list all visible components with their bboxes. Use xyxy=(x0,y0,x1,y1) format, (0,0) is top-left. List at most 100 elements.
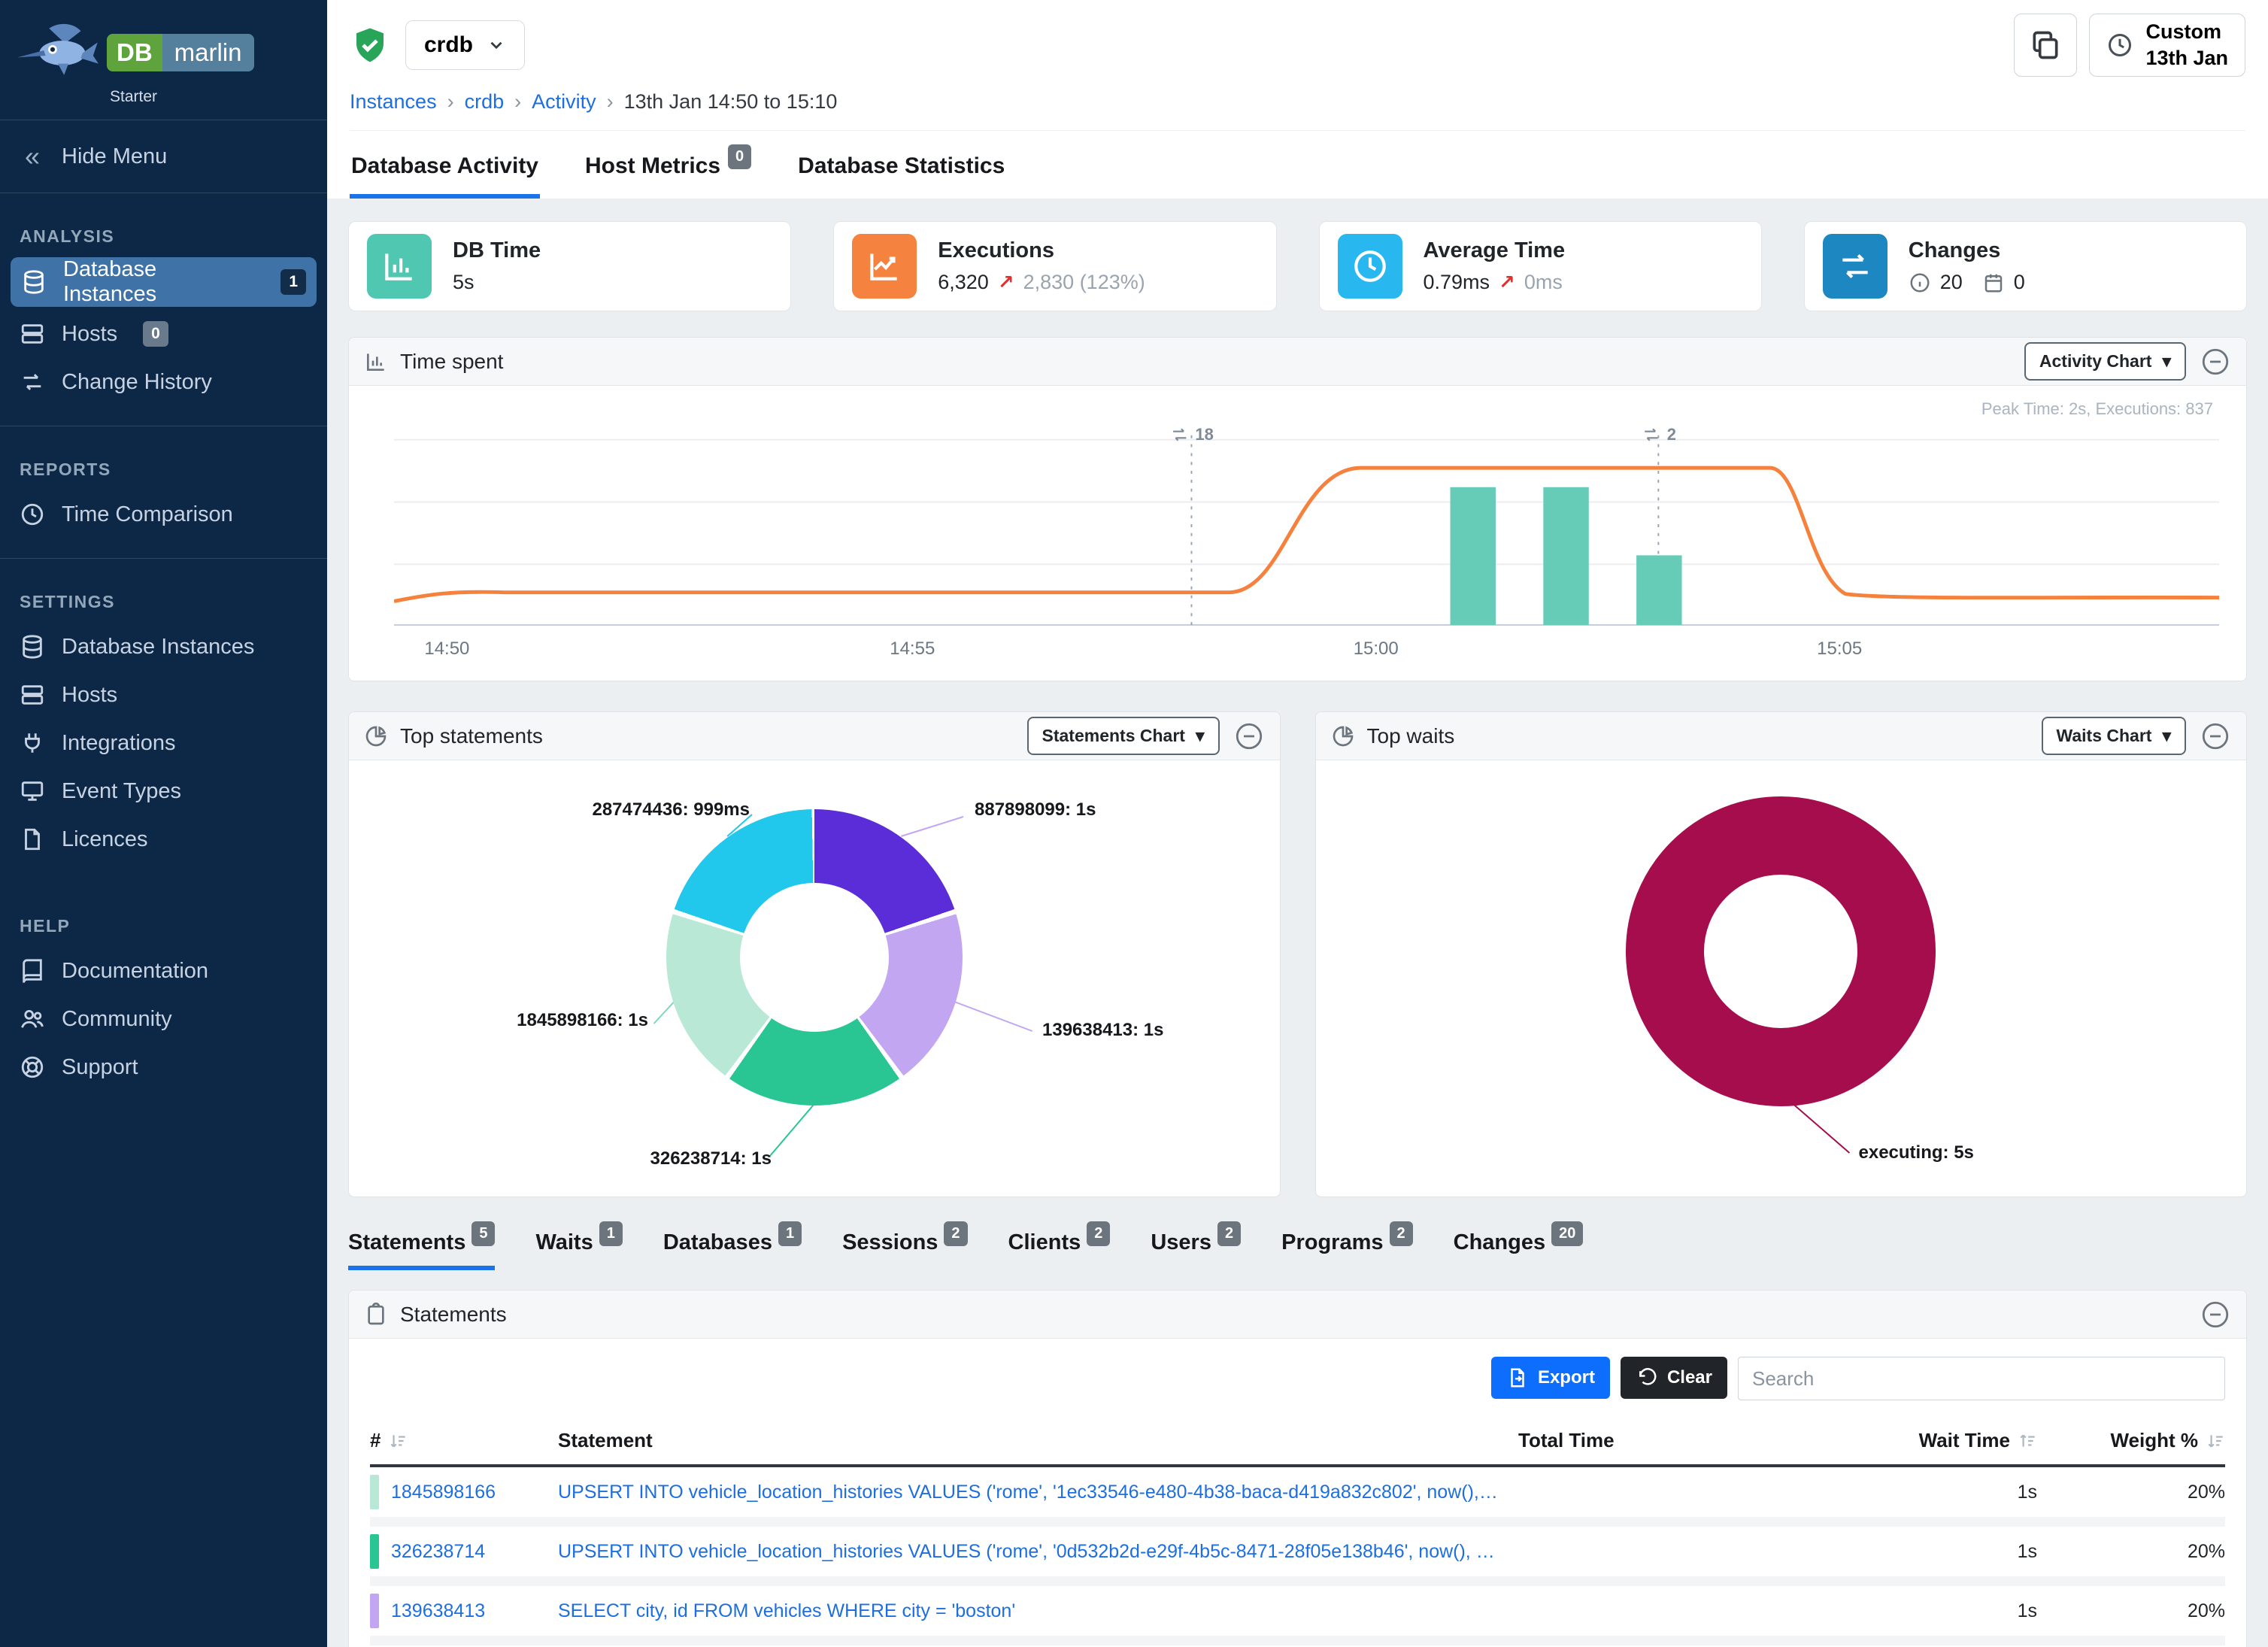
change-annotation[interactable]: 2 xyxy=(1642,425,1676,444)
undo-icon xyxy=(1639,1368,1657,1385)
detail-tab-programs[interactable]: Programs 2 xyxy=(1281,1221,1413,1270)
trend-up-icon: ↗ xyxy=(997,271,1014,294)
statement-text-link[interactable]: SELECT city, id FROM vehicles WHERE city… xyxy=(558,1600,1016,1621)
statements-table: # Statement Total Time Wait Time xyxy=(370,1421,2225,1647)
statement-text-link[interactable]: UPSERT INTO vehicle_location_histories V… xyxy=(558,1540,1518,1562)
collapse-panel-button[interactable] xyxy=(2200,346,2231,378)
sort-asc-icon xyxy=(2020,1434,2035,1447)
executions-bar xyxy=(1543,487,1589,626)
collapse-panel-button[interactable] xyxy=(2200,1299,2231,1330)
waits-donut[interactable] xyxy=(1626,796,1936,1107)
sidebar-item-settings-hosts[interactable]: Hosts xyxy=(0,671,327,719)
weight-value: 20% xyxy=(2187,1600,2225,1621)
tab-database-activity[interactable]: Database Activity xyxy=(350,146,540,199)
sidebar-item-hosts[interactable]: Hosts 0 xyxy=(0,310,327,358)
time-spent-chart[interactable]: Peak Time: 2s, Executions: 837 xyxy=(349,386,2246,681)
tab-badge: 2 xyxy=(1389,1221,1413,1247)
statement-id-link[interactable]: 1845898166 xyxy=(391,1481,496,1503)
caret-down-icon: ▾ xyxy=(2162,726,2171,746)
sidebar-item-event-types[interactable]: Event Types xyxy=(0,767,327,815)
instance-selector[interactable]: crdb xyxy=(405,20,526,71)
statement-id-link[interactable]: 139638413 xyxy=(391,1600,486,1621)
column-header-weight[interactable]: Weight % xyxy=(2037,1429,2225,1452)
licence-document-icon xyxy=(25,828,40,851)
time-spent-plot xyxy=(394,435,2219,626)
sidebar-item-integrations[interactable]: Integrations xyxy=(0,719,327,767)
search-input[interactable] xyxy=(1738,1357,2225,1401)
top-waits-header: Top waits Waits Chart ▾ xyxy=(1315,712,2246,761)
x-tick: 15:05 xyxy=(1817,638,1863,660)
pie-chart-icon xyxy=(365,726,387,746)
sidebar-item-time-comparison[interactable]: Time Comparison xyxy=(0,490,327,538)
sidebar-item-settings-database-instances[interactable]: Database Instances xyxy=(0,623,327,671)
changes-event-count: 0 xyxy=(2013,271,2025,294)
column-header-num[interactable]: # xyxy=(370,1429,558,1452)
breadcrumb: Instances › crdb › Activity › 13th Jan 1… xyxy=(350,90,2245,132)
sidebar-section-reports: REPORTS xyxy=(20,460,111,479)
statements-panel: Statements Export xyxy=(348,1290,2247,1647)
collapse-panel-button[interactable] xyxy=(1233,720,1265,752)
card-delta: 0ms xyxy=(1524,271,1563,294)
people-icon xyxy=(21,1009,44,1028)
swap-arrows-icon xyxy=(1842,254,1868,279)
tab-database-statistics[interactable]: Database Statistics xyxy=(798,153,1005,179)
donut-leader-lines xyxy=(653,814,1033,1157)
sidebar-item-licences[interactable]: Licences xyxy=(0,815,327,863)
change-annotation[interactable]: 18 xyxy=(1169,425,1214,444)
tab-host-metrics[interactable]: Host Metrics 0 xyxy=(584,144,753,199)
sidebar-item-support[interactable]: Support xyxy=(0,1043,327,1091)
swap-arrows-icon xyxy=(23,374,41,390)
waits-chart-selector[interactable]: Waits Chart ▾ xyxy=(2041,717,2186,756)
donut-label: 139638413: 1s xyxy=(1042,1020,1164,1041)
top-bar: crdb Custom 13th Jan xyxy=(327,0,2268,199)
time-range-button[interactable]: Custom 13th Jan xyxy=(2089,14,2245,77)
sidebar-item-community[interactable]: Community xyxy=(0,995,327,1043)
database-icon xyxy=(23,635,42,659)
card-executions: Executions 6,320 ↗ 2,830 (123%) xyxy=(833,221,1277,312)
detail-tab-changes[interactable]: Changes 20 xyxy=(1454,1221,1584,1270)
statements-donut[interactable] xyxy=(666,809,963,1106)
detail-tab-statements[interactable]: Statements 5 xyxy=(348,1221,496,1271)
statement-text-link[interactable]: UPSERT INTO vehicle_location_histories V… xyxy=(558,1481,1518,1503)
detail-tab-waits[interactable]: Waits 1 xyxy=(535,1221,623,1270)
copy-link-button[interactable] xyxy=(2014,14,2078,77)
server-icon xyxy=(21,324,44,344)
clipboard-icon xyxy=(368,1302,384,1325)
column-header-statement[interactable]: Statement xyxy=(558,1429,653,1452)
sidebar-item-change-history[interactable]: Change History xyxy=(0,358,327,406)
server-icon xyxy=(21,685,44,705)
content-area: DB Time 5s Executions 6,320 ↗ xyxy=(327,199,2268,1647)
export-button[interactable]: Export xyxy=(1490,1357,1610,1400)
collapse-panel-button[interactable] xyxy=(2200,720,2231,752)
count-badge: 1 xyxy=(280,269,306,295)
statements-chart-selector[interactable]: Statements Chart ▾ xyxy=(1026,717,1220,756)
table-header-row: # Statement Total Time Wait Time xyxy=(370,1421,2225,1468)
activity-chart-selector[interactable]: Activity Chart ▾ xyxy=(2024,342,2186,381)
executions-bar xyxy=(1450,487,1496,626)
column-header-total-time[interactable]: Total Time xyxy=(1518,1429,1615,1452)
detail-tab-clients[interactable]: Clients 2 xyxy=(1008,1221,1111,1270)
plan-label: Starter xyxy=(110,88,158,105)
tab-badge: 1 xyxy=(778,1221,802,1247)
wait-time-value: 1s xyxy=(2017,1540,2037,1562)
clear-button[interactable]: Clear xyxy=(1620,1357,1727,1400)
row-separator xyxy=(370,1517,2225,1527)
breadcrumb-instance[interactable]: crdb xyxy=(464,90,505,114)
panel-title: Time spent xyxy=(400,349,504,373)
detail-tab-databases[interactable]: Databases 1 xyxy=(663,1221,802,1270)
donut-label: 1845898166: 1s xyxy=(517,1010,648,1031)
calendar-icon xyxy=(1984,274,2003,293)
sidebar-item-database-instances[interactable]: Database Instances 1 xyxy=(11,257,317,307)
column-header-wait-time[interactable]: Wait Time xyxy=(1691,1429,2037,1452)
health-shield-icon xyxy=(350,23,390,67)
breadcrumb-activity[interactable]: Activity xyxy=(532,90,596,114)
minus-circle-icon xyxy=(2202,348,2229,375)
detail-tab-users[interactable]: Users 2 xyxy=(1151,1221,1242,1270)
statement-color-chip xyxy=(370,1594,379,1629)
detail-tab-sessions[interactable]: Sessions 2 xyxy=(842,1221,968,1270)
statement-id-link[interactable]: 326238714 xyxy=(391,1540,486,1562)
breadcrumb-instances[interactable]: Instances xyxy=(350,90,437,114)
hide-menu-button[interactable]: « Hide Menu xyxy=(0,120,327,193)
sidebar-item-documentation[interactable]: Documentation xyxy=(0,947,327,995)
line-chart-icon xyxy=(870,253,897,281)
